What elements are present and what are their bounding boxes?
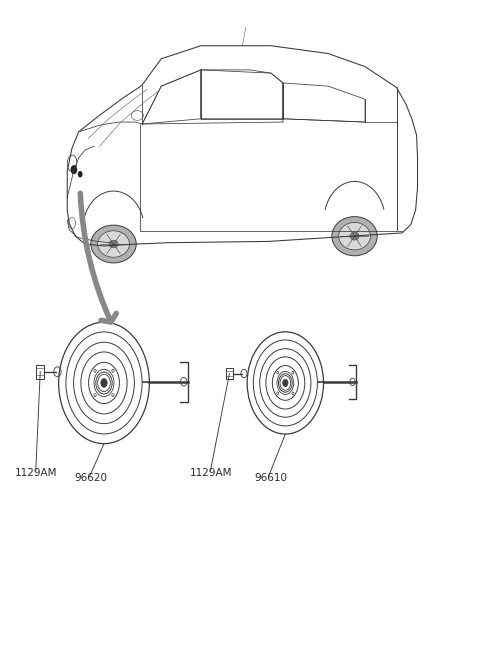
Ellipse shape [339, 223, 371, 250]
Circle shape [101, 379, 107, 387]
Ellipse shape [69, 217, 75, 229]
Ellipse shape [67, 155, 77, 171]
Ellipse shape [97, 231, 130, 257]
Circle shape [78, 171, 83, 178]
FancyBboxPatch shape [226, 368, 233, 379]
Text: 1129AM: 1129AM [190, 468, 232, 478]
Ellipse shape [109, 240, 118, 248]
Text: 96620: 96620 [74, 474, 108, 483]
Ellipse shape [350, 233, 359, 240]
Ellipse shape [132, 111, 144, 121]
Ellipse shape [332, 217, 377, 255]
Circle shape [71, 165, 77, 174]
Circle shape [283, 379, 288, 386]
Ellipse shape [91, 225, 136, 263]
Text: 96610: 96610 [254, 474, 288, 483]
FancyBboxPatch shape [36, 365, 44, 379]
Text: 1129AM: 1129AM [15, 468, 57, 478]
